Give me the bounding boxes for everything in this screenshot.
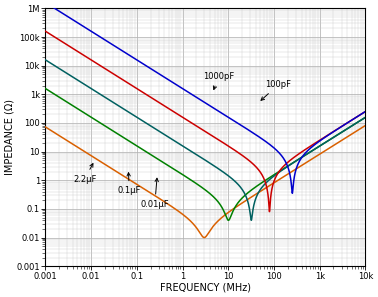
- Y-axis label: IMPEDANCE (Ω): IMPEDANCE (Ω): [5, 99, 15, 175]
- Text: 100pF: 100pF: [261, 80, 291, 100]
- Text: 0.1μF: 0.1μF: [118, 173, 141, 195]
- Text: 0.01μF: 0.01μF: [141, 178, 169, 208]
- Text: 1000pF: 1000pF: [203, 72, 234, 89]
- X-axis label: FREQUENCY (MHz): FREQUENCY (MHz): [160, 282, 251, 292]
- Text: 2.2μF: 2.2μF: [73, 164, 96, 184]
